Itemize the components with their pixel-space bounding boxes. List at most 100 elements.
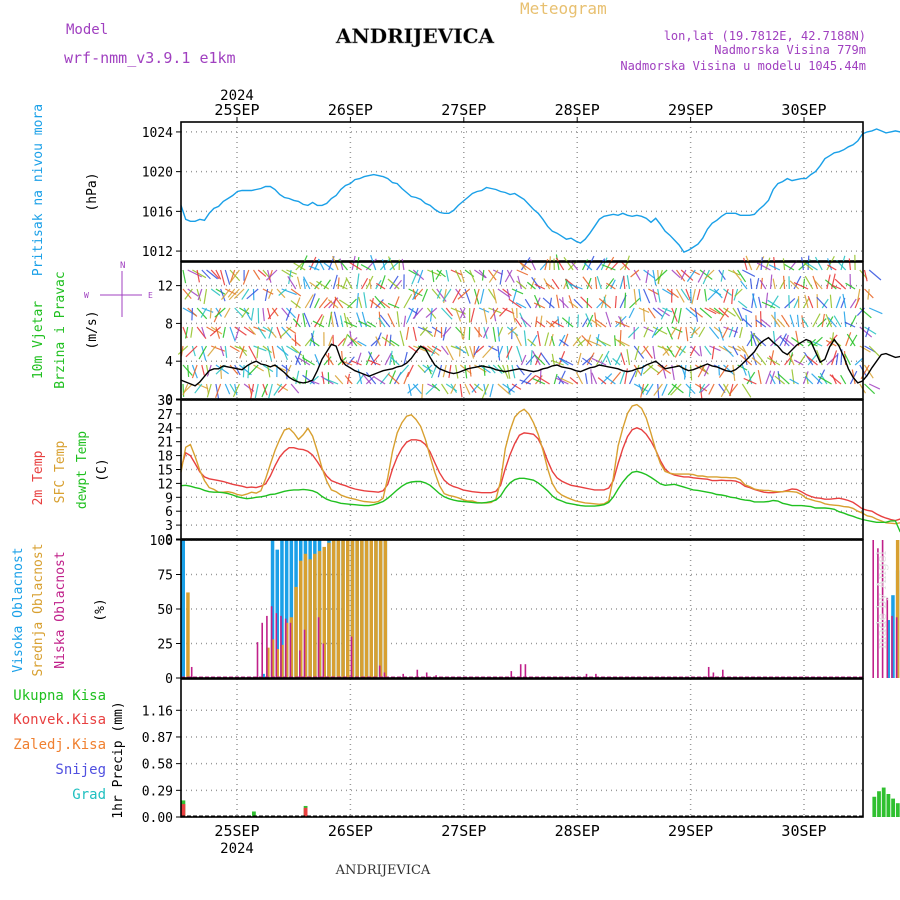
- wind-arrow: [285, 307, 296, 319]
- clouds-bar: [331, 540, 336, 678]
- clouds-bar: [402, 673, 404, 678]
- wind-arrow: [187, 288, 199, 297]
- precip-ytick-label: 0.58: [142, 758, 173, 773]
- wind-arrow: [843, 311, 847, 328]
- precip-bar: [872, 796, 877, 817]
- wind-arrow: [534, 283, 546, 290]
- clouds-bar: [425, 672, 428, 678]
- wind-arrow: [804, 375, 814, 385]
- temp-ylabel-3: dewpt Temp: [75, 431, 90, 509]
- wind-arrow: [191, 307, 193, 321]
- wind-arrow: [545, 282, 555, 290]
- wind-arrow: [643, 326, 654, 333]
- wind-arrow: [777, 373, 790, 385]
- temperature-series-0: [180, 427, 900, 522]
- clouds-bar: [275, 549, 279, 678]
- wind-arrow: [381, 336, 395, 347]
- clouds-bar: [891, 595, 895, 678]
- wind-arrow: [492, 269, 503, 276]
- svg-text:E: E: [148, 291, 153, 300]
- wind-arrow: [201, 345, 207, 361]
- wind-arrow: [396, 311, 400, 328]
- wind-arrow: [253, 345, 267, 352]
- wind-arrow: [445, 345, 454, 361]
- wind-arrow: [582, 276, 593, 290]
- wind-arrow: [502, 307, 515, 315]
- wind-arrow: [264, 288, 269, 302]
- wind-arrow: [422, 326, 434, 337]
- wind-arrow: [422, 364, 433, 372]
- clouds-bar: [275, 613, 278, 678]
- wind-arrow: [506, 288, 511, 300]
- wind-arrow: [614, 353, 622, 366]
- wind-arrow: [626, 349, 631, 366]
- wind-arrow: [826, 255, 835, 271]
- wind-arrow: [690, 345, 701, 357]
- wind-arrow: [376, 282, 386, 290]
- top-date-ticks: 25SEP 26SEP 27SEP 28SEP 29SEP 30SEP: [214, 101, 827, 122]
- wind-arrow: [268, 383, 273, 399]
- wind-arrow: [419, 326, 428, 336]
- wind-arrow: [429, 307, 433, 322]
- wind-arrow: [406, 307, 414, 323]
- wind-arrow: [694, 383, 708, 392]
- wind-arrow: [703, 364, 710, 377]
- wind-arrow: [755, 319, 767, 328]
- wind-arrow: [314, 354, 320, 366]
- wind-arrow: [796, 314, 800, 328]
- wind-arrow: [759, 279, 767, 290]
- wind-arrow: [200, 307, 208, 318]
- wind-arrow: [758, 296, 762, 309]
- wind-arrow: [248, 345, 257, 361]
- wind-arrow: [652, 288, 657, 303]
- wind-arrow: [821, 298, 829, 309]
- pressure-ytick-label: 1020: [142, 166, 173, 181]
- wind-arrow: [741, 345, 750, 360]
- clouds-bar: [872, 540, 874, 678]
- wind-arrow: [262, 345, 272, 354]
- wind-arrow: [737, 364, 748, 371]
- wind-arrow: [201, 364, 205, 376]
- wind-arrow: [413, 345, 428, 353]
- wind-arrow: [511, 383, 522, 390]
- wind-arrow: [252, 269, 261, 280]
- wind-arrow: [183, 383, 193, 393]
- wind-arrow: [267, 364, 271, 378]
- wind-arrow: [849, 298, 857, 309]
- wind-arrow: [290, 288, 302, 297]
- wind-arrow: [781, 314, 790, 328]
- wind-arrow: [399, 330, 405, 347]
- wind-arrow: [426, 364, 432, 375]
- wind-arrow: [743, 257, 748, 271]
- wind-arrow: [553, 373, 558, 385]
- wind-arrow: [293, 262, 306, 271]
- wind-arrow: [488, 307, 502, 314]
- wind-ytick-label: 8: [165, 317, 173, 332]
- wind-arrow: [365, 372, 377, 385]
- wind-arrow: [628, 370, 637, 385]
- wind-arrow: [754, 335, 767, 347]
- wind-arrow: [182, 383, 189, 396]
- wind-arrow: [813, 279, 823, 290]
- wind-arrow: [741, 364, 747, 376]
- wind-arrow: [804, 275, 814, 290]
- wind-arrow: [191, 364, 198, 379]
- wind-arrow: [517, 275, 522, 290]
- wind-arrow: [534, 354, 546, 366]
- wind-arrow: [542, 297, 555, 309]
- wind-arrow: [316, 280, 330, 290]
- wind-arrow: [378, 317, 386, 328]
- wind-arrow: [431, 345, 442, 352]
- wind-arrow: [831, 284, 842, 290]
- wind-arrow: [506, 345, 510, 360]
- wind-arrow: [671, 269, 681, 279]
- wind-arrow: [398, 364, 410, 376]
- wind-arrow: [407, 383, 419, 394]
- clouds-bar: [186, 592, 190, 678]
- wind-arrow: [229, 326, 236, 342]
- wind-arrow: [332, 255, 339, 271]
- clouds-bar: [383, 672, 386, 678]
- wind-arrow: [314, 314, 323, 328]
- wind-arrow: [303, 312, 311, 328]
- wind-arrow: [488, 364, 496, 374]
